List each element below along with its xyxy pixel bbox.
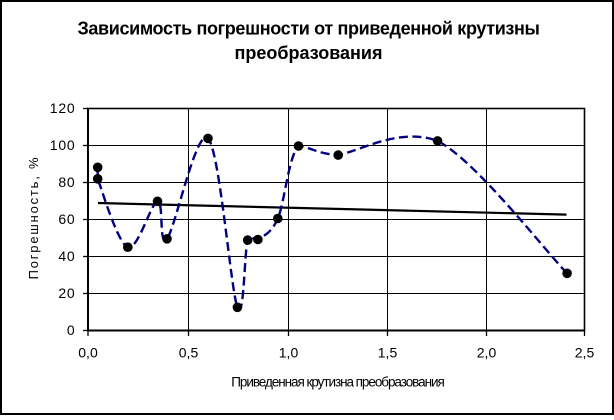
svg-text:1,5: 1,5	[378, 344, 398, 360]
svg-text:80: 80	[58, 174, 75, 190]
svg-text:Приведенная крутизна преобразо: Приведенная крутизна преобразования	[231, 375, 444, 390]
svg-text:20: 20	[58, 285, 75, 301]
svg-text:100: 100	[50, 137, 76, 153]
svg-text:1,0: 1,0	[279, 344, 299, 360]
svg-text:2,5: 2,5	[575, 344, 595, 360]
svg-text:0,5: 0,5	[179, 344, 199, 360]
svg-text:преобразования: преобразования	[235, 43, 383, 63]
svg-text:40: 40	[58, 248, 75, 264]
svg-text:0,0: 0,0	[78, 344, 98, 360]
svg-text:Зависимость погрешности от при: Зависимость погрешности от приведенной к…	[77, 19, 539, 39]
svg-text:2,0: 2,0	[477, 344, 497, 360]
svg-text:60: 60	[58, 211, 75, 227]
svg-text:Погрешность, %: Погрешность, %	[26, 156, 41, 280]
svg-text:0: 0	[67, 322, 76, 338]
svg-text:120: 120	[50, 100, 76, 116]
